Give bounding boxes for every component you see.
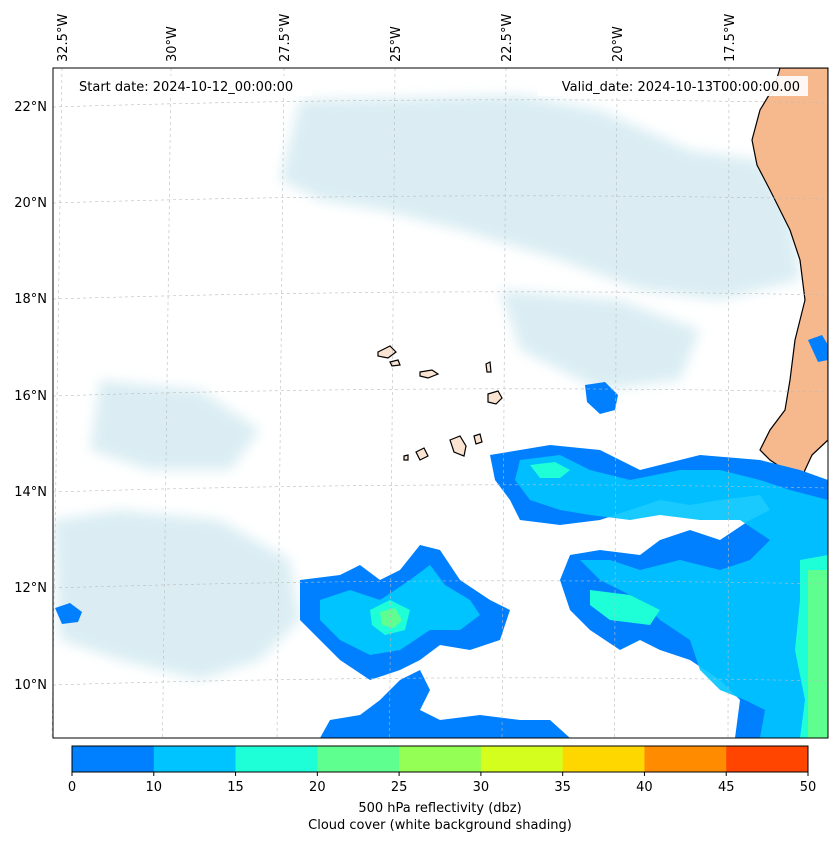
colorbar-tick-label-4: 25 xyxy=(391,780,408,795)
map-frame xyxy=(52,67,829,739)
lat-label-3: 16°N xyxy=(14,389,47,404)
lat-gridline-0 xyxy=(52,99,829,108)
colorbar-frame xyxy=(71,745,809,773)
map-layers xyxy=(53,68,828,738)
colorbar-segment-0 xyxy=(72,746,155,772)
colorbar-segment-7 xyxy=(644,746,727,772)
lon-label-3: 25°W xyxy=(389,26,404,62)
lat-label-5: 12°N xyxy=(14,581,47,596)
latitude-labels: 22°N 20°N 18°N 16°N 14°N 12°N 10°N xyxy=(14,100,47,693)
colorbar-label-cloud-cover: Cloud cover (white background shading) xyxy=(308,818,572,833)
colorbar-label-reflectivity: 500 hPa reflectivity (dbz) xyxy=(358,801,522,816)
storm-peak-coastal xyxy=(808,570,828,738)
colorbar-tick-label-7: 40 xyxy=(636,780,653,795)
island-maio xyxy=(473,433,483,445)
valid-date-box xyxy=(538,76,808,96)
island-brava xyxy=(403,454,409,461)
colorbar-segment-2 xyxy=(235,746,318,772)
longitude-labels: 32.5°W 30°W 27.5°W 25°W 22.5°W 20°W 17.5°W xyxy=(56,14,738,62)
colorbar-segment-5 xyxy=(480,746,564,772)
island-sal xyxy=(485,361,492,373)
lat-gridline-5 xyxy=(52,580,829,589)
lat-gridline-6 xyxy=(52,677,829,686)
valid-date-label: Valid_date: 2024-10-13T00:00:00.00 xyxy=(562,80,800,95)
reflectivity-contours xyxy=(55,335,828,738)
colorbar-tick-label-9: 50 xyxy=(800,780,817,795)
cloud-cover-shading xyxy=(53,95,800,680)
island-fogo xyxy=(415,447,429,461)
island-boa-vista xyxy=(487,390,503,405)
storm-core-east xyxy=(530,462,570,478)
lon-gridline-0 xyxy=(51,67,63,739)
africa-land xyxy=(751,68,828,502)
colorbar-segment-1 xyxy=(153,746,237,772)
lon-label-0: 32.5°W xyxy=(56,14,71,62)
colorbar-tick-label-0: 0 xyxy=(68,780,76,795)
lat-label-0: 22°N xyxy=(14,100,47,115)
lon-gridline-5 xyxy=(614,67,618,739)
cloud-region-northwest xyxy=(90,380,260,470)
lat-label-1: 20°N xyxy=(14,196,47,211)
cloud-region-center xyxy=(500,290,700,390)
cape-verde-islands xyxy=(377,345,503,461)
lon-label-4: 22.5°W xyxy=(500,14,515,62)
lat-gridline-2 xyxy=(52,291,829,300)
colorbar-segment-4 xyxy=(399,746,482,772)
lon-gridline-4 xyxy=(501,67,507,739)
storm-band-south xyxy=(320,670,570,738)
lon-gridline-3 xyxy=(389,67,396,739)
storm-cell-west xyxy=(55,603,82,624)
lat-gridline-4 xyxy=(52,484,829,493)
lat-gridline-3 xyxy=(52,388,829,397)
lon-label-6: 17.5°W xyxy=(723,14,738,62)
start-date-label: Start date: 2024-10-12_00:00:00 xyxy=(79,80,293,95)
colorbar-tick-label-6: 35 xyxy=(554,780,571,795)
lat-label-2: 18°N xyxy=(14,292,47,307)
lon-gridline-1 xyxy=(162,67,172,739)
storm-cell-coast xyxy=(808,335,828,362)
colorbar-tick-label-5: 30 xyxy=(473,780,490,795)
storm-inner-east xyxy=(515,455,828,738)
lat-label-4: 14°N xyxy=(14,485,47,500)
storm-core-center xyxy=(590,590,660,625)
lon-gridline-2 xyxy=(276,67,285,739)
start-date-box xyxy=(72,76,312,96)
island-santo-antao xyxy=(377,345,397,359)
colorbar-tick-label-3: 20 xyxy=(309,780,326,795)
colorbar-segment-3 xyxy=(317,746,400,772)
storm-peak-west xyxy=(380,608,402,628)
lon-gridline-6 xyxy=(727,67,730,739)
cloud-region-west xyxy=(53,510,300,680)
storm-cell-16n xyxy=(585,382,618,414)
map-gridlines xyxy=(51,67,829,739)
island-santiago xyxy=(449,435,467,457)
cloud-region-north xyxy=(280,95,800,300)
lon-label-5: 20°W xyxy=(611,26,626,62)
colorbar: 0 10 15 20 25 30 35 40 45 50 xyxy=(68,745,817,795)
colorbar-tick-label-8: 45 xyxy=(718,780,735,795)
island-sao-nicolau xyxy=(419,369,440,379)
lon-label-2: 27.5°W xyxy=(278,14,293,62)
lon-label-1: 30°W xyxy=(165,26,180,62)
colorbar-segment-6 xyxy=(562,746,645,772)
colorbar-segment-8 xyxy=(726,746,809,772)
colorbar-tick-label-1: 10 xyxy=(146,780,163,795)
colorbar-tick-label-2: 15 xyxy=(227,780,244,795)
lat-gridline-1 xyxy=(52,195,829,204)
lat-label-6: 10°N xyxy=(14,678,47,693)
